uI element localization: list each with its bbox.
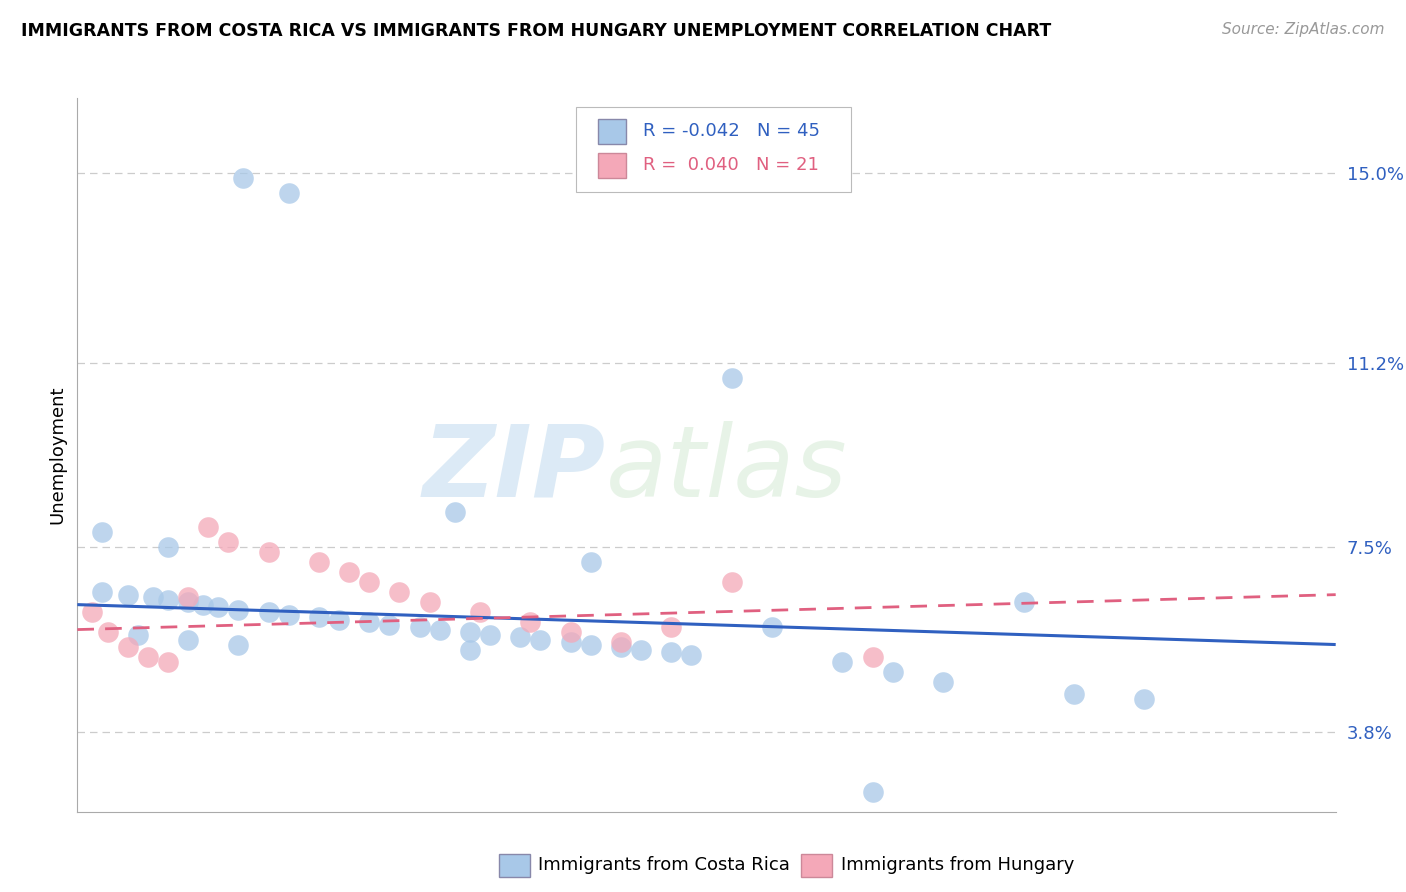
Point bbox=[142, 590, 165, 604]
Point bbox=[579, 555, 602, 569]
Point bbox=[91, 585, 114, 599]
Point bbox=[217, 535, 239, 549]
Point bbox=[232, 171, 254, 186]
Point bbox=[257, 605, 280, 619]
Point bbox=[191, 598, 215, 612]
Point bbox=[458, 625, 481, 640]
Point bbox=[388, 585, 411, 599]
Point bbox=[610, 640, 633, 654]
Text: R =  0.040   N = 21: R = 0.040 N = 21 bbox=[643, 156, 818, 174]
Point bbox=[156, 592, 179, 607]
Text: R = -0.042   N = 45: R = -0.042 N = 45 bbox=[643, 122, 820, 140]
Point bbox=[720, 370, 742, 384]
Point bbox=[277, 607, 299, 622]
Point bbox=[1012, 595, 1035, 609]
Point bbox=[509, 630, 531, 644]
Point bbox=[156, 540, 179, 554]
Point bbox=[308, 555, 330, 569]
Point bbox=[136, 650, 159, 665]
Point bbox=[156, 655, 179, 669]
Point bbox=[932, 675, 955, 690]
Point bbox=[1063, 688, 1085, 702]
Point bbox=[127, 627, 149, 641]
Point bbox=[91, 525, 114, 540]
Text: Source: ZipAtlas.com: Source: ZipAtlas.com bbox=[1222, 22, 1385, 37]
Point bbox=[458, 642, 481, 657]
Point bbox=[308, 610, 330, 624]
Point bbox=[117, 640, 139, 654]
Point bbox=[82, 605, 104, 619]
Point bbox=[277, 186, 299, 200]
Y-axis label: Unemployment: Unemployment bbox=[48, 385, 66, 524]
Text: atlas: atlas bbox=[606, 421, 848, 517]
Point bbox=[378, 617, 401, 632]
Point bbox=[207, 600, 229, 615]
Point bbox=[630, 642, 652, 657]
Point bbox=[560, 635, 582, 649]
Point bbox=[831, 655, 853, 669]
Point bbox=[419, 595, 441, 609]
Point bbox=[862, 785, 884, 799]
Point bbox=[197, 520, 219, 534]
Point bbox=[862, 650, 884, 665]
Point bbox=[117, 588, 139, 602]
Text: ZIP: ZIP bbox=[423, 421, 606, 517]
Point bbox=[681, 648, 703, 662]
Point bbox=[328, 613, 350, 627]
Text: Immigrants from Costa Rica: Immigrants from Costa Rica bbox=[538, 856, 790, 874]
Point bbox=[337, 565, 360, 579]
Point bbox=[479, 627, 502, 641]
Point bbox=[882, 665, 904, 679]
Point bbox=[468, 605, 491, 619]
Point bbox=[177, 632, 200, 647]
Point bbox=[560, 625, 582, 640]
Point bbox=[761, 620, 783, 634]
Point bbox=[720, 575, 742, 590]
Point bbox=[529, 632, 551, 647]
Point bbox=[408, 620, 430, 634]
Point bbox=[228, 602, 250, 616]
Point bbox=[610, 635, 633, 649]
Point bbox=[1133, 692, 1156, 706]
Point bbox=[519, 615, 541, 629]
Point bbox=[429, 623, 451, 637]
Point bbox=[96, 625, 118, 640]
Point bbox=[177, 595, 200, 609]
Point bbox=[659, 645, 682, 659]
Text: IMMIGRANTS FROM COSTA RICA VS IMMIGRANTS FROM HUNGARY UNEMPLOYMENT CORRELATION C: IMMIGRANTS FROM COSTA RICA VS IMMIGRANTS… bbox=[21, 22, 1052, 40]
Point bbox=[177, 590, 200, 604]
Text: Immigrants from Hungary: Immigrants from Hungary bbox=[841, 856, 1074, 874]
Point bbox=[359, 575, 381, 590]
Point bbox=[228, 638, 250, 652]
Point bbox=[579, 638, 602, 652]
Point bbox=[257, 545, 280, 559]
Point bbox=[659, 620, 682, 634]
Point bbox=[444, 505, 467, 519]
Point bbox=[359, 615, 381, 629]
